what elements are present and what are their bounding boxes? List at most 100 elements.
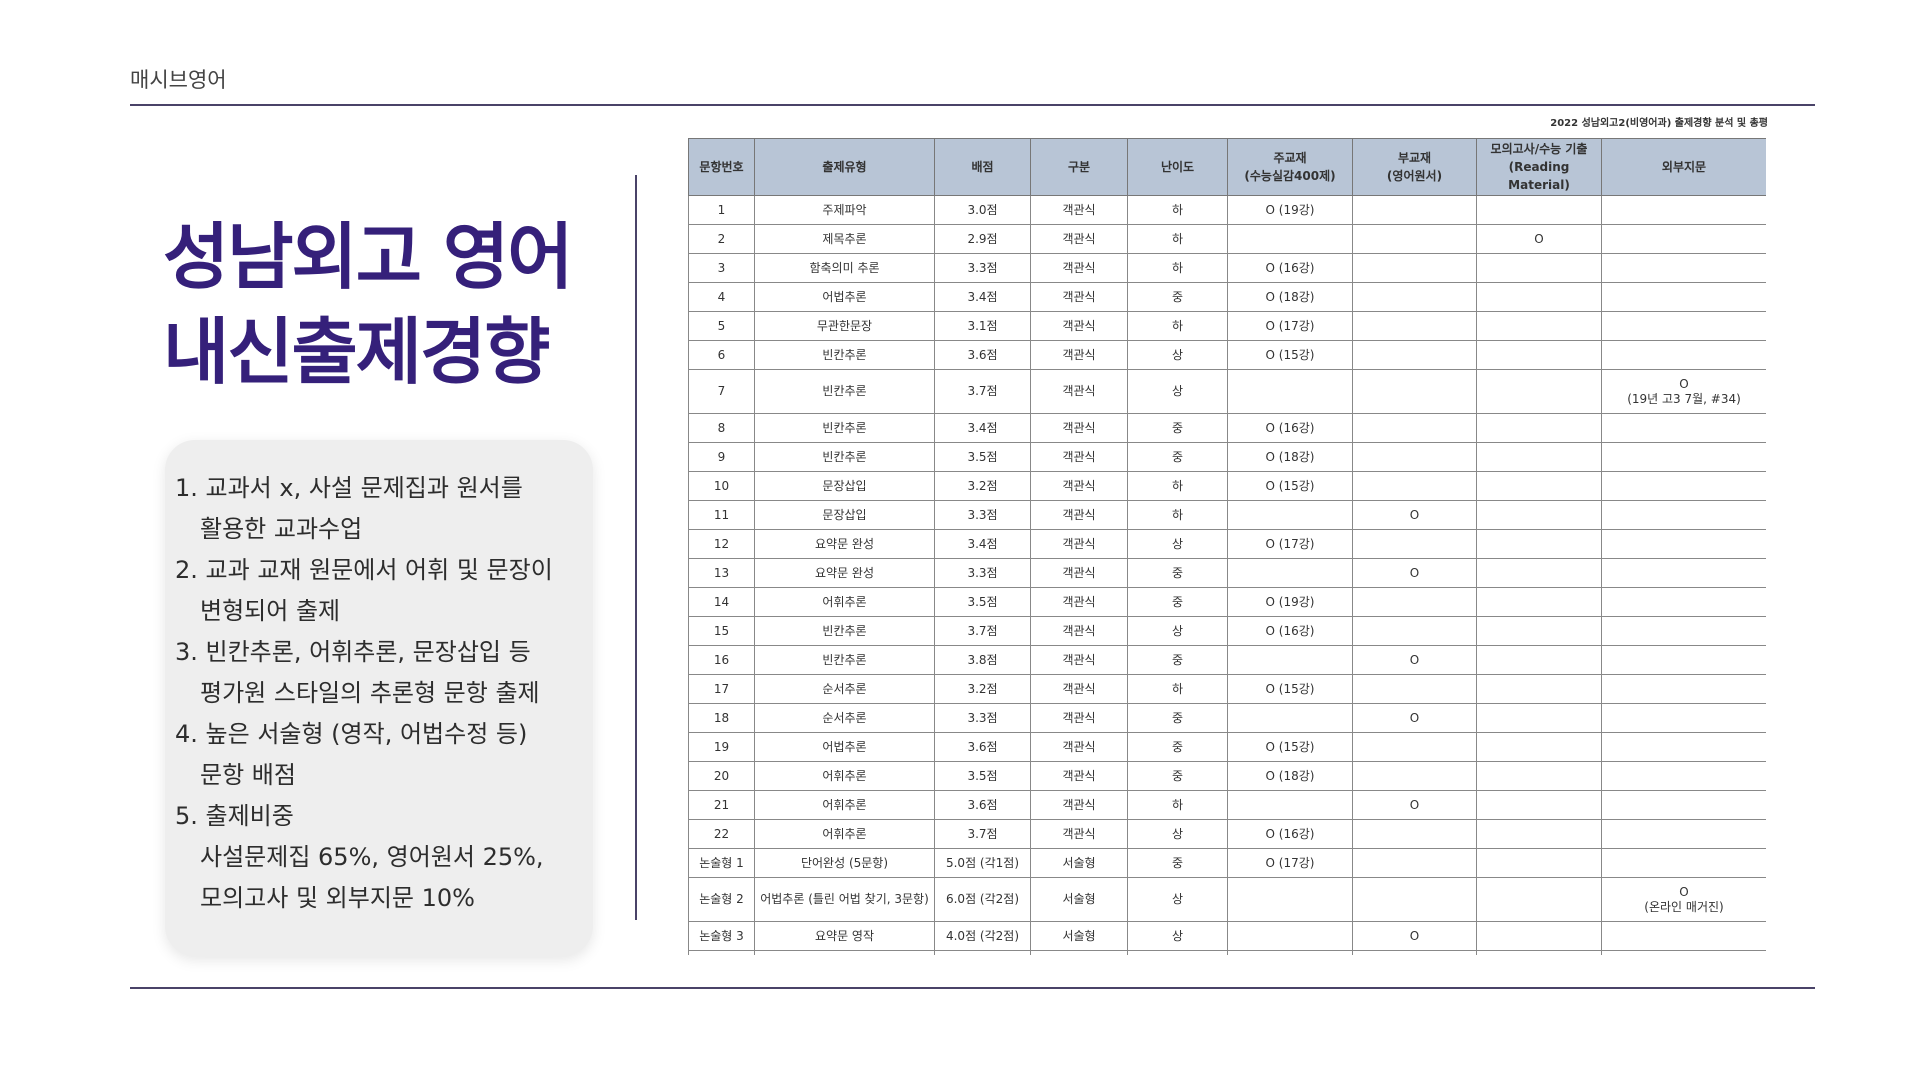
cell-value: 14 (713, 594, 730, 609)
cell-value: 3.2점 (967, 478, 998, 493)
table-cell-score: 3.7점 (934, 616, 1031, 646)
table-cell-ext (1601, 558, 1766, 588)
table-cell-type: 요약문 완성 (754, 529, 935, 559)
summary-item-line: 모의고사 및 외부지문 10% (200, 884, 475, 912)
cell-value: 10 (713, 478, 730, 493)
cell-value: 어법추론 (틀린 어법 찾기, 3문항) (760, 892, 929, 906)
table-cell-no: 6 (688, 340, 755, 370)
table-row: 10 문장삽입 3.2점 객관식 하 O (15강) (688, 471, 1766, 501)
table-cell-mock (1476, 877, 1602, 922)
table-cell-type: 함축의미 추론 (754, 253, 935, 283)
table-cell-level: 하 (1127, 790, 1228, 820)
column-header: 난이도 (1127, 138, 1228, 196)
cell-value: 6 (717, 347, 726, 362)
table-cell-level: 하 (1127, 224, 1228, 254)
table-cell-ext (1601, 616, 1766, 646)
table-cell-main: O (17강) (1227, 529, 1353, 559)
table-cell-score: 3.2점 (934, 674, 1031, 704)
cell-value: 3.4점 (967, 420, 998, 435)
table-cell-type: 어휘추론 (틀린 어휘 찾기, 4문항) (754, 950, 935, 955)
cell-value: O (19강) (1265, 202, 1315, 217)
table-cell-type: 무관한문장 (754, 311, 935, 341)
table-cell-main: O (16강) (1227, 413, 1353, 443)
table-cell-ext (1601, 529, 1766, 559)
cell-value: 중 (1171, 739, 1184, 754)
table-cell-score: 3.4점 (934, 529, 1031, 559)
table-cell-kind: 객관식 (1030, 369, 1128, 414)
cell-value: 중 (1171, 855, 1184, 870)
table-cell-kind: 서술형 (1030, 921, 1128, 951)
table-cell-main: O (17강) (1227, 848, 1353, 878)
cell-value: 중 (1171, 710, 1184, 725)
table-cell-ext: O (온라인 매거진) (1601, 877, 1766, 922)
table-cell-ext (1601, 921, 1766, 951)
cell-value: 하 (1171, 260, 1184, 275)
table-row: 18 순서추론 3.3점 객관식 중 O (688, 703, 1766, 733)
table-cell-sub: O (1352, 500, 1477, 530)
column-header-line: (수능실감400제) (1244, 169, 1336, 183)
cell-value: 3.2점 (967, 681, 998, 696)
cell-value: 4 (717, 289, 726, 304)
table-cell-score: 3.4점 (934, 413, 1031, 443)
column-header-line: 모의고사/수능 기출 (1490, 142, 1588, 156)
table-cell-mock (1476, 471, 1602, 501)
cell-value: 객관식 (1062, 594, 1096, 609)
table-cell-main: O (18강) (1227, 761, 1353, 791)
table-cell-type: 요약문 완성 (754, 558, 935, 588)
table-cell-sub (1352, 253, 1477, 283)
summary-item-line: 3. 빈칸추론, 어휘추론, 문장삽입 등 (175, 638, 531, 666)
table-cell-main (1227, 224, 1353, 254)
table-cell-type: 어휘추론 (754, 587, 935, 617)
cell-value: O (1534, 231, 1544, 246)
cell-value: 3.5점 (967, 449, 998, 464)
cell-value: 하 (1171, 478, 1184, 493)
cell-value: 중 (1171, 289, 1184, 304)
table-row: 5 무관한문장 3.1점 객관식 하 O (17강) (688, 311, 1766, 341)
table-cell-ext (1601, 674, 1766, 704)
table-cell-kind: 객관식 (1030, 529, 1128, 559)
table-cell-no: 21 (688, 790, 755, 820)
table-cell-kind: 객관식 (1030, 616, 1128, 646)
cell-value: 문장삽입 (822, 478, 867, 493)
cell-value: 객관식 (1062, 289, 1096, 304)
table-cell-main: O (16강) (1227, 819, 1353, 849)
cell-value: 16 (713, 652, 730, 667)
cell-value: 3.6점 (967, 797, 998, 812)
table-cell-ext (1601, 587, 1766, 617)
table-cell-ext (1601, 703, 1766, 733)
cell-value: 무관한문장 (816, 318, 873, 333)
column-header-line: 난이도 (1160, 160, 1195, 174)
table-cell-level: 상 (1127, 877, 1228, 922)
table-cell-level: 상 (1127, 616, 1228, 646)
table-cell-mock (1476, 950, 1602, 955)
cell-value: 하 (1171, 797, 1184, 812)
table-cell-score: 3.5점 (934, 761, 1031, 791)
table-cell-score: 3.7점 (934, 819, 1031, 849)
table-cell-score: 3.2점 (934, 471, 1031, 501)
table-cell-type: 어법추론 (754, 282, 935, 312)
table-cell-type: 빈칸추론 (754, 645, 935, 675)
table-cell-main (1227, 921, 1353, 951)
table-cell-level: 중 (1127, 848, 1228, 878)
cell-value: 12 (713, 536, 730, 551)
table-cell-sub: O (1352, 703, 1477, 733)
cell-value: 3.7점 (967, 384, 998, 398)
table-cell-score: 6.0점 (각2점) (934, 877, 1031, 922)
table-cell-sub: O (1352, 645, 1477, 675)
cell-value: O (17강) (1265, 536, 1315, 551)
table-row: 14 어휘추론 3.5점 객관식 중 O (19강) (688, 587, 1766, 617)
cell-value: 하 (1171, 202, 1184, 217)
table-cell-no: 논술형 4 (688, 950, 755, 955)
table-cell-kind: 객관식 (1030, 195, 1128, 225)
summary-item: 5. 출제비중 사설문제집 65%, 영어원서 25%, 모의고사 및 외부지문 1… (175, 796, 593, 919)
table-cell-sub (1352, 224, 1477, 254)
table-cell-sub (1352, 442, 1477, 472)
table-cell-type: 어휘추론 (754, 819, 935, 849)
table-cell-mock (1476, 311, 1602, 341)
table-cell-score: 3.0점 (934, 195, 1031, 225)
summary-item-line: 문항 배점 (200, 761, 296, 789)
table-row: 7 빈칸추론 3.7점 객관식 상 O (19년 고3 7월, #34) (688, 369, 1766, 414)
table-cell-sub (1352, 819, 1477, 849)
table-cell-type: 단어완성 (5문항) (754, 848, 935, 878)
table-cell-sub (1352, 877, 1477, 922)
